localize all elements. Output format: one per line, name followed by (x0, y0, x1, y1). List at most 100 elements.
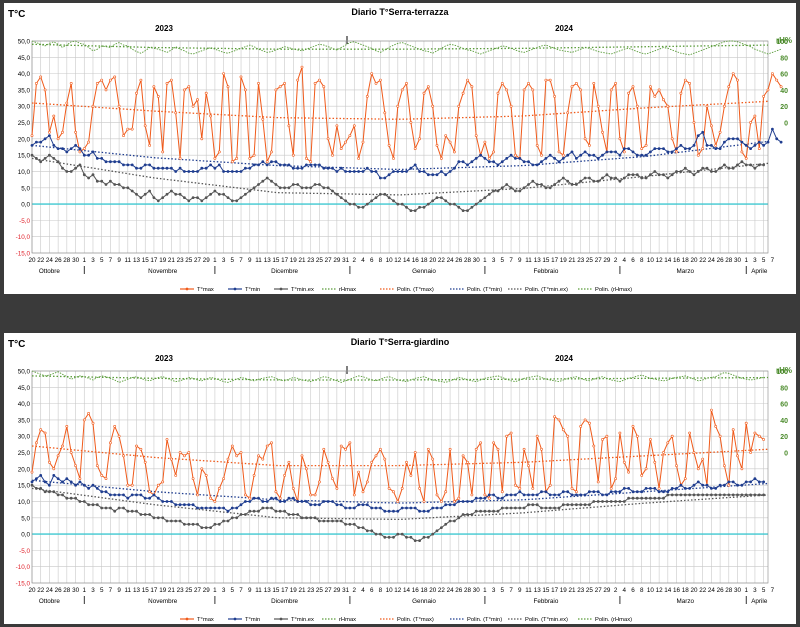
data-point (622, 500, 626, 503)
data-point (335, 486, 339, 490)
data-point (222, 506, 226, 510)
data-point (644, 176, 648, 180)
data-point (204, 526, 208, 530)
data-point (426, 85, 430, 89)
data-point (65, 101, 69, 105)
data-point (296, 166, 300, 170)
data-point (100, 506, 104, 510)
data-point (296, 183, 300, 186)
data-point (426, 202, 430, 206)
data-point (444, 522, 448, 526)
data-point (422, 205, 426, 209)
data-point (265, 506, 269, 510)
data-point (474, 156, 478, 160)
x-tick-label: 3 (91, 587, 95, 594)
data-point (435, 529, 439, 533)
data-point (618, 153, 622, 157)
data-point (696, 493, 700, 497)
data-point (540, 160, 543, 164)
data-point (326, 500, 330, 503)
data-point (78, 477, 82, 481)
data-point (322, 519, 326, 523)
data-point (104, 160, 108, 164)
x-tick-label: 29 (603, 587, 611, 594)
data-point (243, 88, 247, 92)
data-point (592, 179, 596, 183)
data-point (653, 95, 657, 98)
data-point (683, 78, 687, 82)
data-point (675, 170, 678, 173)
data-point (39, 486, 43, 490)
data-point (544, 490, 548, 494)
data-point (257, 82, 260, 85)
data-point (753, 431, 757, 435)
data-point (374, 532, 378, 536)
data-point (705, 166, 709, 170)
trend-line (31, 487, 769, 521)
data-point (204, 91, 208, 95)
data-point (300, 65, 304, 69)
data-point (518, 189, 522, 193)
data-point (61, 493, 64, 497)
legend-label: Polin. (rHmax) (595, 617, 632, 623)
data-point (300, 516, 304, 520)
data-point (95, 156, 99, 160)
data-point (204, 196, 208, 200)
data-point (169, 500, 173, 503)
data-point (474, 447, 478, 451)
data-point (444, 199, 448, 203)
data-point (570, 486, 574, 490)
data-point (753, 166, 757, 170)
legend-marker (233, 287, 237, 291)
data-point (392, 535, 395, 539)
data-point (52, 490, 56, 494)
data-point (161, 196, 165, 200)
data-point (209, 163, 213, 167)
data-point (557, 506, 561, 510)
data-point (48, 490, 51, 494)
x-tick-label: 17 (281, 257, 289, 264)
data-point (396, 104, 400, 108)
data-point (122, 506, 125, 510)
x-tick-label: 25 (185, 257, 193, 264)
x-tick-label: 31 (342, 587, 350, 594)
data-point (270, 441, 273, 445)
data-point (156, 483, 160, 487)
data-point (635, 104, 639, 108)
data-point (609, 88, 613, 92)
data-point (392, 170, 395, 173)
data-point (679, 91, 683, 95)
data-point (243, 493, 247, 497)
data-point (122, 134, 125, 138)
data-point (692, 451, 696, 454)
data-point (744, 480, 748, 484)
data-point (383, 535, 387, 539)
data-point (500, 496, 504, 500)
plot-frame (31, 370, 769, 584)
data-point (296, 78, 300, 82)
data-point (87, 486, 91, 490)
y-tick-label: -10,0 (16, 234, 31, 241)
x-tick-label: 21 (298, 257, 306, 264)
data-point (561, 176, 565, 180)
data-point (56, 147, 60, 151)
data-point (30, 483, 34, 487)
data-point (230, 199, 234, 203)
data-point (139, 513, 143, 516)
data-point (757, 434, 761, 438)
data-point (575, 490, 578, 494)
y2-tick-label: 20 (780, 434, 788, 441)
data-point (278, 163, 282, 167)
x-tick-label: 10 (647, 257, 655, 264)
data-point (165, 500, 169, 503)
month-label: Marzo (677, 268, 695, 275)
data-point (213, 189, 217, 193)
data-point (117, 493, 121, 497)
data-point (622, 147, 626, 151)
data-point (513, 153, 517, 157)
y-tick-label: 45,0 (18, 55, 31, 62)
data-point (48, 483, 51, 487)
data-point (740, 160, 744, 164)
x-tick-label: 7 (109, 257, 113, 264)
x-tick-label: 1 (744, 587, 748, 594)
